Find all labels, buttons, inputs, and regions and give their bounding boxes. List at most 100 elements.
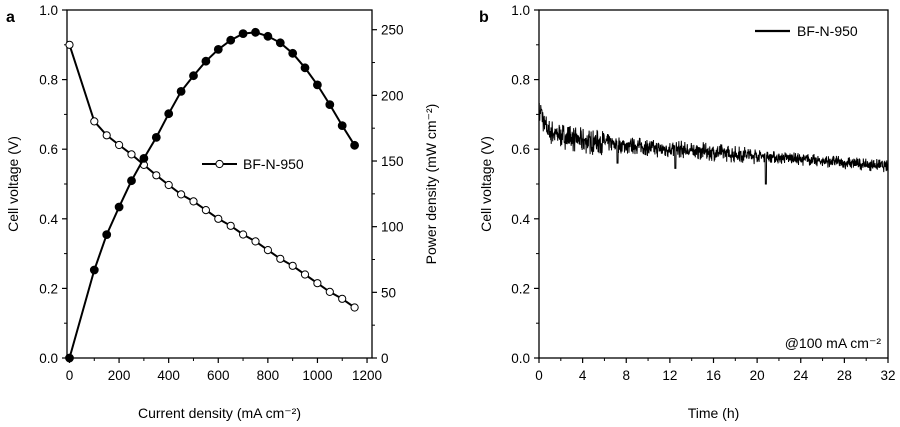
panel-a-y-tick-label: 0.0	[39, 351, 58, 366]
panel-a-y-tick-label: 1.0	[39, 3, 58, 18]
panel-a-power-point	[164, 109, 174, 119]
panel-b-x-axis: 0 4 8 12 16 20 24 28 32	[535, 358, 896, 383]
panel-b-x-tick-label: 16	[706, 368, 721, 383]
panel-a-power-point	[127, 176, 136, 186]
panel-a-power-point	[89, 265, 99, 275]
panel-a-label: a	[6, 9, 15, 26]
panel-a-power-point	[226, 35, 236, 45]
panel-a-voltage-point	[263, 246, 272, 255]
panel-b-x-tick-label: 0	[535, 368, 543, 383]
panel-a-plot-frame	[66, 9, 373, 359]
panel-b-y-tick-label: 1.0	[511, 3, 530, 18]
panel-a-series	[65, 27, 360, 363]
panel-a-y2-axis-title: Power density (mW cm⁻²)	[423, 104, 439, 265]
panel-b-x-tick-label: 4	[579, 368, 587, 383]
panel-a-power-point	[238, 29, 248, 38]
panel-a-voltage-line	[68, 44, 356, 309]
panel-a-voltage-point	[90, 117, 99, 126]
panel-a-x-axis: 0 200 400 600 800 1000 1200	[66, 358, 382, 383]
panel-a-voltage-point	[338, 294, 347, 303]
panel-a-x-tick-label: 200	[108, 368, 131, 383]
panel-b-plot-frame	[538, 9, 889, 359]
panel-a-power-point	[65, 353, 74, 363]
panel-a-power-point	[151, 133, 161, 142]
panel-a-y-tick-label: 0.6	[39, 142, 58, 157]
panel-a-y2-tick-label: 150	[381, 154, 404, 169]
panel-a-voltage-point	[65, 40, 74, 49]
panel-a-y-tick-label: 0.4	[39, 212, 58, 227]
panel-b-y-tick-label: 0.6	[511, 142, 530, 157]
panel-a-voltage-point	[177, 190, 186, 199]
panel-a-voltage-point	[300, 270, 310, 279]
panel-a-power-point	[201, 56, 211, 66]
panel-a-power-point	[350, 140, 360, 150]
panel-a-power-point	[213, 45, 223, 54]
panel-a-x-tick-label: 1200	[352, 368, 382, 383]
panel-a-power-point	[325, 100, 335, 109]
panel-a-y2-tick-label: 0	[381, 351, 389, 366]
panel-a-voltage-point	[251, 237, 260, 246]
panel-a-voltage-point	[102, 131, 111, 140]
panel-b-x-tick-label: 32	[880, 368, 895, 383]
panel-b-annotation: @100 mA cm⁻²	[785, 335, 882, 351]
panel-a-power-point	[288, 48, 298, 58]
panel-a-x-tick-label: 0	[66, 368, 74, 383]
panel-b-x-tick-label: 24	[793, 368, 809, 383]
panel-b-x-axis-title: Time (h)	[688, 405, 740, 421]
panel-a-power-point	[114, 202, 124, 212]
panel-a-power-point	[300, 63, 310, 73]
panel-a-y-tick-label: 0.2	[39, 281, 58, 296]
panel-a-power-point	[102, 230, 112, 240]
panel-a-power-point	[189, 71, 198, 81]
panel-a-power-point	[176, 87, 186, 96]
panel-b-x-tick-label: 12	[662, 368, 677, 383]
panel-a-voltage-point	[115, 140, 124, 150]
panel-b-y-axis-title: Cell voltage (V)	[478, 136, 494, 232]
panel-a-legend-marker	[215, 159, 224, 169]
panel-b-legend: BF-N-950	[755, 23, 858, 39]
panel-a-voltage-point	[313, 279, 322, 288]
panel-a-x-tick-label: 400	[157, 368, 180, 383]
panel-a-y2-tick-label: 100	[381, 220, 404, 235]
panel-a-power-point	[139, 154, 149, 163]
panel-a-voltage-point	[127, 150, 136, 159]
panel-a-legend-label: BF-N-950	[243, 156, 304, 172]
panel-a-y2-tick-label: 200	[381, 88, 404, 103]
panel-a-x-axis-title: Current density (mA cm⁻²)	[138, 405, 301, 421]
panel-a-y-axis-title: Cell voltage (V)	[5, 136, 21, 232]
panel-a-voltage-point	[164, 180, 173, 190]
panel-b-x-tick-label: 8	[622, 368, 630, 383]
panel-b-y-tick-label: 0.2	[511, 281, 530, 296]
panel-b-y-tick-label: 0.8	[511, 73, 530, 88]
panel-a-voltage-point	[214, 214, 223, 223]
panel-b-y-axis: 0.0 0.2 0.4 0.6 0.8 1.0	[511, 3, 539, 366]
panel-a-voltage-point	[152, 171, 161, 180]
panel-b-series	[538, 103, 889, 185]
panel-b: b 0 4 8 12 16 20 24 28 32 0.0 0.2 0.4 0.6 0.8 1.0 Tim…	[478, 3, 896, 421]
panel-a-power-point	[251, 27, 260, 37]
panel-b-y-tick-label: 0.0	[511, 351, 530, 366]
panel-a-power-line	[68, 31, 356, 359]
panel-a-voltage-point	[276, 254, 285, 263]
panel-b-x-tick-label: 28	[837, 368, 852, 383]
panel-a-x-tick-label: 1000	[302, 368, 332, 383]
panel-a-y2-tick-label: 250	[381, 23, 404, 38]
panel-a-x-tick-label: 600	[207, 368, 230, 383]
panel-a-power-point	[313, 80, 322, 90]
panel-a-voltage-point	[201, 206, 210, 215]
panel-b-label: b	[479, 9, 489, 26]
panel-a-x-tick-label: 800	[257, 368, 280, 383]
panel-a-power-point	[337, 121, 347, 130]
panel-a-right-y-axis: 0 50 100 150 200 250	[372, 23, 404, 366]
panel-b-legend-label: BF-N-950	[797, 23, 858, 39]
panel-b-voltage-trace	[538, 103, 889, 185]
panel-a-voltage-point	[288, 261, 297, 270]
panel-a-left-y-axis: 0.0 0.2 0.4 0.6 0.8 1.0	[39, 3, 67, 366]
panel-a-legend: BF-N-950	[202, 156, 304, 172]
panel-a-y-tick-label: 0.8	[39, 73, 58, 88]
panel-a-voltage-point	[226, 221, 235, 230]
panel-b-x-tick-label: 20	[750, 368, 765, 383]
panel-a-y2-tick-label: 50	[381, 285, 396, 300]
panel-a-voltage-point	[325, 287, 334, 296]
